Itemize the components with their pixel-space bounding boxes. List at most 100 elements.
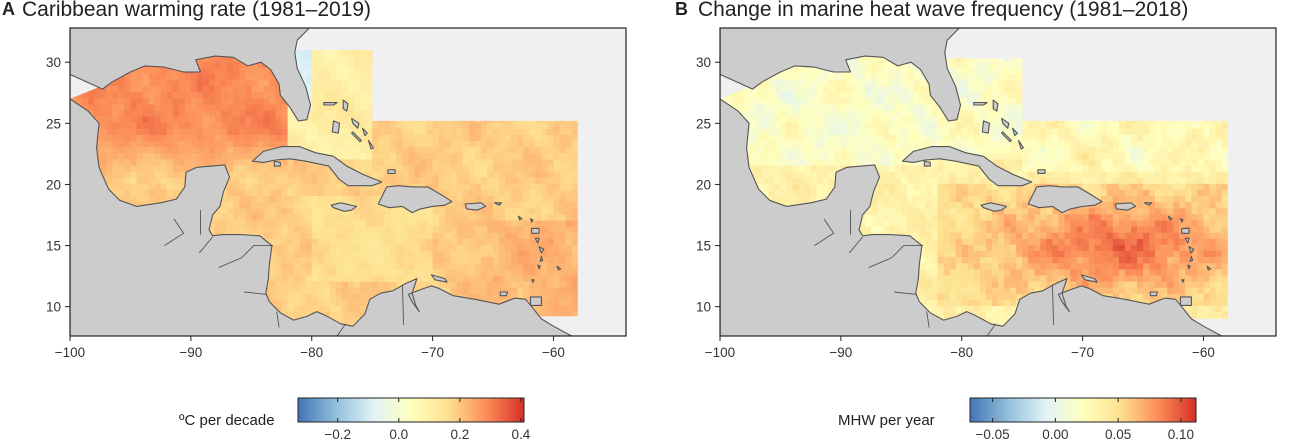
panel-title: Change in marine heat wave frequency (19… (698, 0, 1189, 21)
country-border (814, 218, 835, 246)
country-border (926, 311, 930, 328)
land-guadeloupe (1181, 227, 1190, 234)
land-dominica (534, 237, 540, 244)
x-tick-label: −100 (55, 345, 85, 360)
x-tick-label: −80 (300, 345, 323, 360)
colorbar-tick-label: −0.05 (976, 427, 1010, 441)
country-border (848, 236, 863, 254)
x-tick-label: −60 (1192, 345, 1215, 360)
land-long-island (1017, 139, 1024, 150)
land-barbados (1206, 265, 1212, 271)
y-tick-label: 20 (46, 177, 61, 192)
land-north-america-coast (720, 28, 1223, 336)
land-barbados (556, 265, 562, 271)
land-eleuthera (1001, 117, 1010, 129)
land-layer (70, 28, 573, 336)
colorbar-tick-label: 0.10 (1168, 427, 1194, 441)
land-antigua (1179, 218, 1184, 223)
country-border (164, 218, 185, 246)
country-border (336, 323, 346, 336)
land-virgin-islands (493, 202, 503, 206)
country-border (894, 291, 918, 295)
land-puerto-rico (464, 202, 487, 211)
land-jamaica (330, 202, 358, 212)
land-virgin-islands (1143, 202, 1153, 206)
land-andros (981, 120, 991, 134)
land-grenada (531, 279, 535, 283)
y-tick-label: 25 (696, 116, 711, 131)
land-dominica (1184, 237, 1190, 244)
land-youth-isle (923, 160, 931, 167)
land-trinidad (529, 296, 542, 306)
y-tick-label: 30 (46, 55, 61, 70)
land-eleuthera (351, 117, 360, 129)
land-layer (720, 28, 1223, 336)
land-exuma (351, 131, 362, 143)
x-tick-label: −70 (421, 345, 444, 360)
panel-letter: A (2, 0, 15, 19)
colorbar-label: MHW per year (838, 412, 935, 429)
panel-b-mhw-frequency: B Change in marine heat wave frequency (… (650, 0, 1299, 441)
colorbar-tick-label: 0.2 (450, 427, 469, 441)
country-border (1051, 284, 1055, 326)
land-trinidad (1179, 296, 1192, 306)
map-svg: −100 −90 −80 −70 −60 10 15 20 25 30 −0.05 0.00 0.05 0… (696, 27, 1277, 441)
land-cat-island (1011, 127, 1018, 137)
land-st-lucia (539, 256, 544, 262)
land-abaco (992, 99, 999, 112)
land-st-vincent (537, 264, 541, 270)
map-frame (719, 27, 1277, 337)
x-tick-label: −90 (179, 345, 202, 360)
land-exuma (1001, 131, 1012, 143)
land-cuba (901, 146, 1033, 187)
colorbar-tick-label: 0.05 (1105, 427, 1131, 441)
land-grand-bahama (973, 102, 988, 106)
y-tick-label: 20 (696, 177, 711, 192)
land-hispaniola (1027, 185, 1103, 214)
colorbar (969, 397, 1197, 423)
land-cat-island (361, 127, 368, 137)
land-north-america-coast (70, 28, 573, 336)
country-border (868, 245, 924, 269)
land-grenada (1181, 279, 1185, 283)
map-svg: −100 −90 −80 −70 −60 10 15 20 25 30 −0.2 0.0 0.2 0.4 (46, 27, 627, 441)
y-tick-label: 15 (46, 239, 61, 254)
y-tick-label: 10 (696, 300, 711, 315)
land-st-kitts (1167, 215, 1173, 221)
land-grand-bahama (323, 102, 338, 106)
land-margarita (1149, 291, 1159, 297)
y-tick-label: 30 (696, 55, 711, 70)
land-hispaniola (377, 185, 453, 214)
country-border (218, 245, 274, 269)
x-tick-label: −80 (950, 345, 973, 360)
y-tick-label: 15 (696, 239, 711, 254)
country-border (244, 291, 268, 295)
land-guadeloupe (531, 227, 540, 234)
land-great-inagua (387, 169, 396, 174)
x-tick-label: −100 (705, 345, 735, 360)
land-martinique (1188, 246, 1195, 254)
country-border (401, 284, 405, 326)
land-st-lucia (1189, 256, 1194, 262)
land-margarita (499, 291, 509, 297)
panel-title: Caribbean warming rate (1981–2019) (22, 0, 372, 21)
colorbar (297, 397, 525, 423)
land-st-vincent (1187, 264, 1191, 270)
land-andros (331, 120, 341, 134)
land-st-kitts (517, 215, 523, 221)
country-border (986, 323, 996, 336)
x-tick-label: −60 (542, 345, 565, 360)
land-florida-gulf-coast (70, 28, 312, 122)
land-puerto-rico (1114, 202, 1137, 211)
colorbar-label: ºC per decade (179, 412, 275, 429)
land-jamaica (980, 202, 1008, 212)
colorbar-tick-label: 0.00 (1042, 427, 1068, 441)
land-youth-isle (273, 160, 281, 167)
panel-a-warming-rate: A Caribbean warming rate (1981–2019) −10… (2, 0, 627, 441)
land-antigua (529, 218, 534, 223)
land-long-island (367, 139, 374, 150)
colorbar-tick-label: 0.4 (512, 427, 531, 441)
land-aruba-curacao (1080, 274, 1098, 283)
x-tick-label: −70 (1071, 345, 1094, 360)
colorbar-tick-label: −0.2 (324, 427, 351, 441)
